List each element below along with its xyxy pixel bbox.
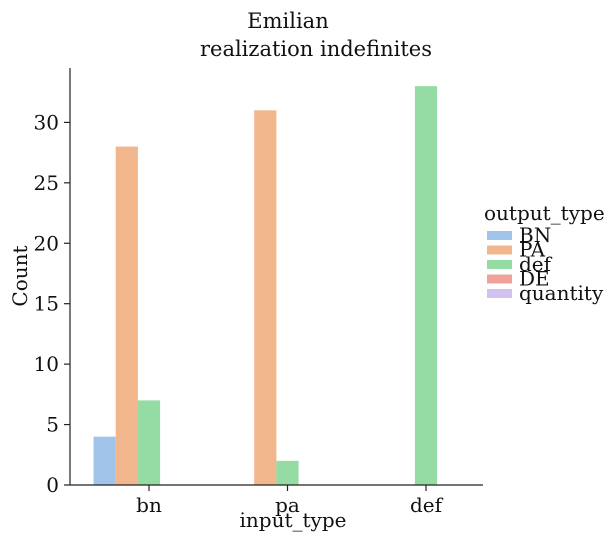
y-tick-label-0: 0 [46, 473, 59, 497]
y-axis-label: Count [8, 245, 32, 306]
bar-def-pa [276, 460, 299, 485]
y-tick-label-10: 10 [34, 352, 59, 376]
chart-title: Emilian realization indefinites [200, 9, 432, 61]
legend-label-def: def [519, 252, 553, 276]
legend-swatch-de [487, 274, 512, 284]
y-axis: 0 5 10 15 20 25 30 [34, 68, 71, 497]
x-axis-label: input_type [240, 508, 347, 532]
legend-swatch-def [487, 260, 512, 269]
bar-def-def [414, 86, 438, 485]
bar-bn-bn [93, 436, 116, 485]
x-tick-label-pa: pa [275, 493, 300, 517]
bars-layer [93, 86, 438, 486]
chart-title-line-2: realization indefinites [200, 37, 432, 61]
legend-swatch-quantity [487, 289, 512, 298]
x-tick-label-def: def [410, 493, 444, 517]
y-tick-label-25: 25 [34, 171, 59, 195]
legend-label-bn: BN [519, 223, 551, 247]
legend-label-pa: PA [519, 238, 546, 262]
legend-swatch-pa [487, 245, 512, 255]
legend-label-de: DE [519, 267, 550, 291]
bar-pa-bn [115, 146, 138, 485]
y-tick-label-15: 15 [34, 292, 59, 316]
bar-pa-pa [254, 110, 277, 486]
legend-title: output_type [484, 201, 605, 225]
x-tick-label-bn: bn [136, 493, 162, 517]
y-tick-label-30: 30 [34, 110, 59, 134]
bar-def-bn [137, 400, 161, 485]
chart-title-line-1: Emilian [247, 9, 328, 33]
y-tick-label-5: 5 [46, 413, 59, 437]
legend-label-quantity: quantity [519, 281, 604, 305]
legend-swatch-bn [487, 231, 512, 240]
x-axis: bn pa def [70, 484, 483, 517]
y-tick-label-20: 20 [34, 231, 59, 255]
